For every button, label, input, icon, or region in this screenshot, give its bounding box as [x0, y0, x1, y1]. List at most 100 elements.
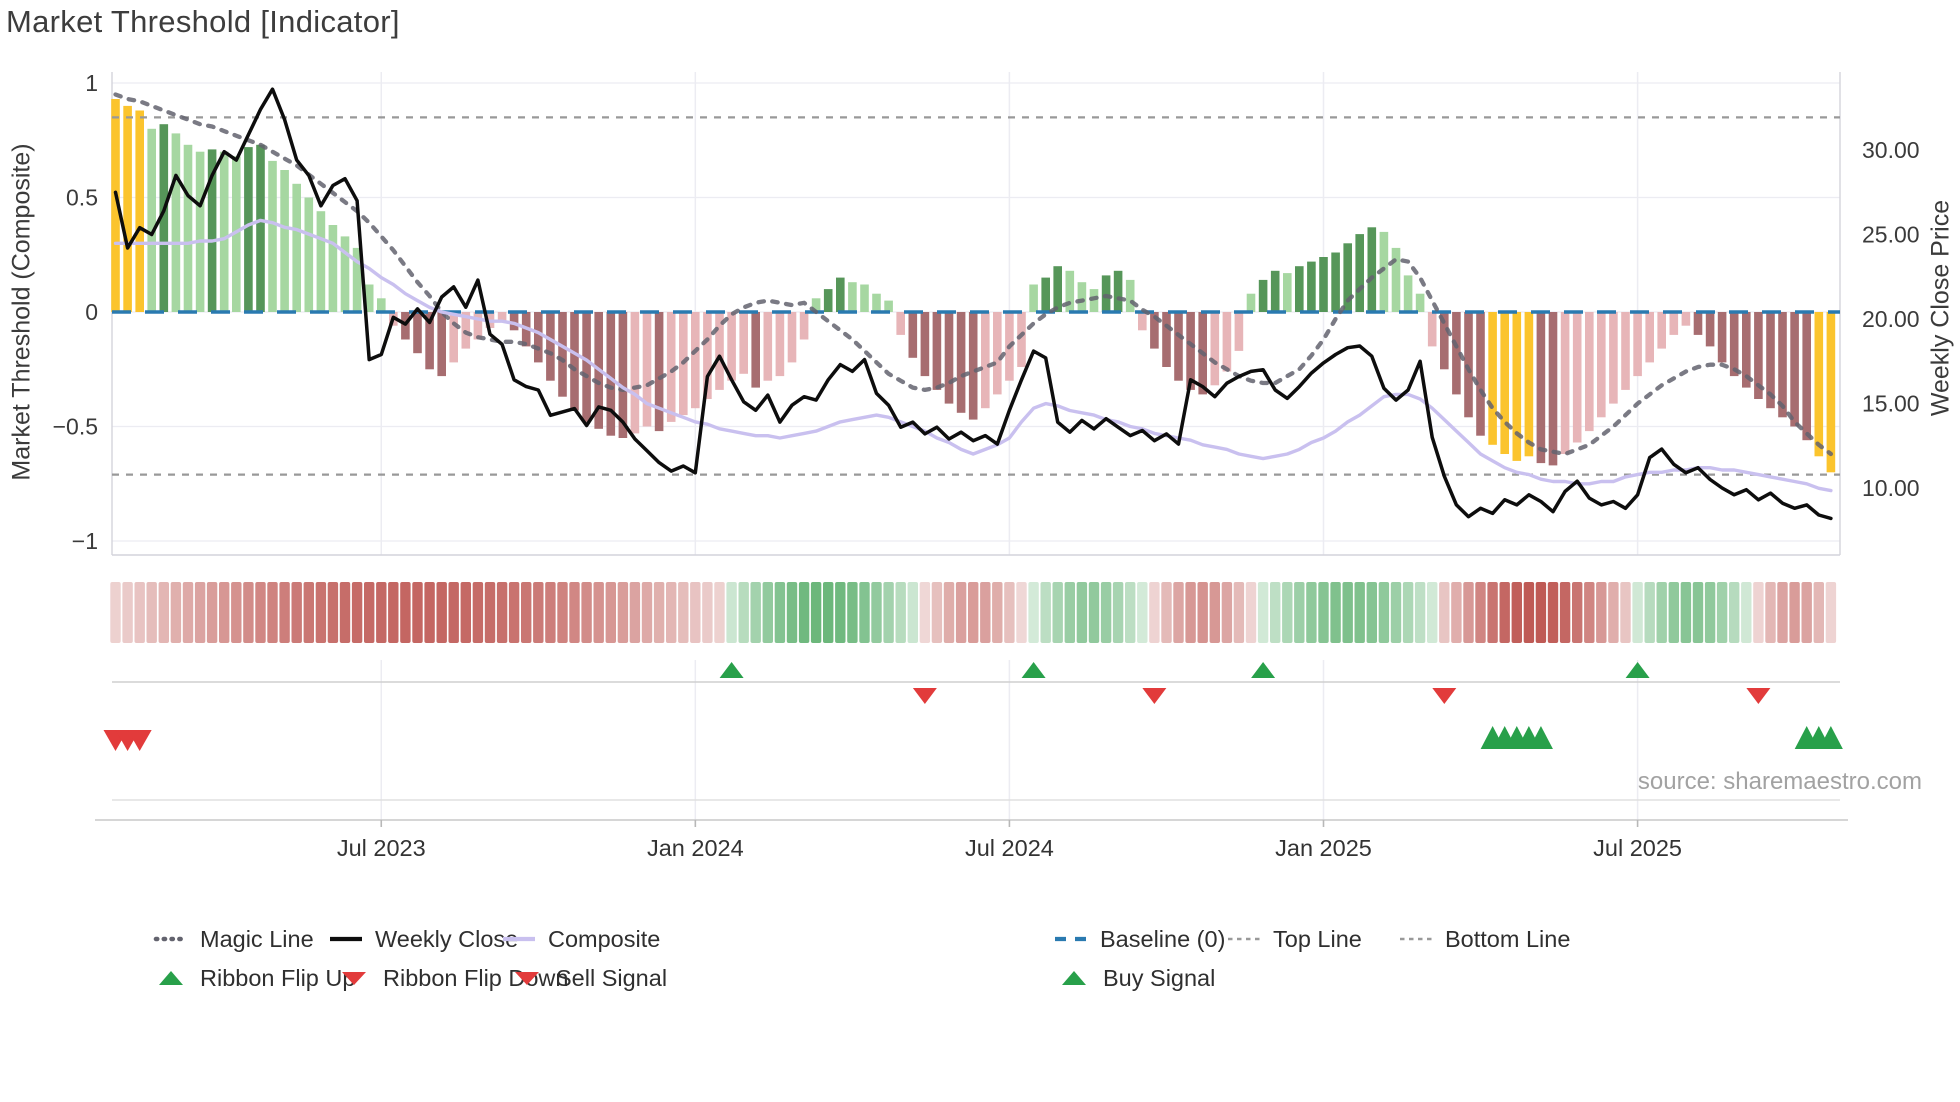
bar [280, 170, 289, 312]
ribbon-cell [702, 582, 713, 643]
bar [256, 144, 265, 312]
ribbon-cell [484, 582, 496, 643]
bar [1633, 312, 1642, 377]
ribbon-cell [871, 582, 882, 643]
bar [364, 284, 374, 312]
bar [1488, 312, 1497, 445]
bar [1524, 312, 1534, 457]
ribbon-cell [134, 582, 145, 643]
legend-item-top-line: Top Line [1226, 924, 1362, 954]
ribbon-cell [823, 582, 834, 643]
bar [340, 236, 350, 312]
bar [159, 124, 169, 312]
ribbon-cell [1572, 582, 1583, 643]
bar [1210, 312, 1220, 386]
ribbon-cell [641, 582, 653, 643]
tick-label: 20.00 [1862, 306, 1920, 332]
tick-label: Jan 2024 [647, 835, 744, 861]
down-triangle-icon [342, 972, 366, 985]
bar [1162, 312, 1171, 367]
ribbon-cell [1656, 582, 1667, 643]
ribbon-cell [1463, 582, 1474, 643]
bar [799, 312, 809, 340]
bar [1319, 257, 1328, 312]
ribbon-cell [400, 582, 411, 643]
ribbon-cell [122, 582, 133, 643]
bar [1174, 312, 1183, 381]
ribbon-cell [726, 582, 737, 643]
ribbon-cell [448, 582, 459, 643]
ribbon-cell [1149, 582, 1160, 643]
ribbon-cell [1378, 582, 1390, 643]
ribbon-cell [291, 582, 302, 643]
bar [268, 160, 277, 312]
legend-label: Bottom Line [1445, 925, 1571, 952]
up-triangle-icon [159, 971, 183, 985]
bar [956, 312, 966, 413]
ribbon-cell [424, 582, 435, 643]
ribbon-cell [1753, 582, 1764, 643]
bar [1560, 312, 1570, 454]
bar [1742, 312, 1751, 388]
ribbon-cell [1729, 582, 1740, 643]
ribbon-cell [460, 582, 471, 643]
bar [1464, 312, 1473, 418]
ribbon-cell [738, 582, 749, 643]
ribbon-cell [1028, 582, 1039, 643]
legend-item-magic-line: Magic Line [153, 924, 314, 954]
ribbon-cell [1535, 582, 1547, 643]
tick-label: 0.5 [66, 185, 98, 211]
bar [968, 312, 978, 420]
bar [1258, 279, 1268, 312]
legend-label: Composite [548, 925, 661, 952]
ribbon-cell [1427, 582, 1438, 643]
ribbon-cell [1632, 582, 1643, 643]
ribbon-cell [569, 582, 580, 643]
ribbon-cell [1330, 582, 1341, 643]
bar [1222, 312, 1232, 372]
ribbon-cell [1716, 582, 1728, 643]
buy-signal-marker [1528, 726, 1553, 749]
ribbon-cell [1801, 582, 1812, 643]
bar [1778, 312, 1787, 418]
ribbon-cell [1257, 582, 1269, 643]
ribbon-cell [303, 582, 314, 643]
bar [1548, 312, 1558, 466]
bar [1790, 312, 1799, 427]
bar [1452, 312, 1461, 395]
bar [896, 312, 905, 335]
ribbon-cell [1523, 582, 1535, 643]
bar [1657, 312, 1666, 349]
bar [1609, 312, 1618, 404]
bar [1234, 312, 1244, 351]
ribbon-flip-down-marker [1746, 688, 1771, 704]
ribbon-cell [1052, 582, 1063, 643]
ribbon-cell [255, 582, 266, 643]
reference-lines [112, 116, 1840, 476]
ribbon-cell [895, 582, 906, 643]
bar [1295, 266, 1304, 312]
ribbon-cell [1475, 582, 1486, 643]
bar [509, 312, 519, 331]
ribbon-cell [1414, 582, 1426, 643]
bar [1717, 312, 1727, 363]
ribbon-cell [1813, 582, 1824, 643]
ribbon-cell [847, 582, 858, 643]
buy-signal-marker [1818, 726, 1843, 749]
ribbon-cell [931, 582, 943, 643]
ribbon-cell [810, 582, 822, 643]
tick-label: 25.00 [1862, 222, 1920, 248]
ribbon-cell [593, 582, 604, 643]
ribbon-cell [1608, 582, 1619, 643]
bar [111, 99, 120, 312]
ribbon-cell [533, 582, 544, 643]
composite-line [113, 218, 1833, 493]
bar [1729, 312, 1739, 377]
gray-dash-swatch-icon [1228, 937, 1260, 941]
ribbon-cell [327, 582, 339, 643]
bar [1597, 312, 1606, 418]
ribbon-cell [1777, 582, 1788, 643]
bar [1814, 312, 1824, 457]
bar [1331, 252, 1340, 312]
